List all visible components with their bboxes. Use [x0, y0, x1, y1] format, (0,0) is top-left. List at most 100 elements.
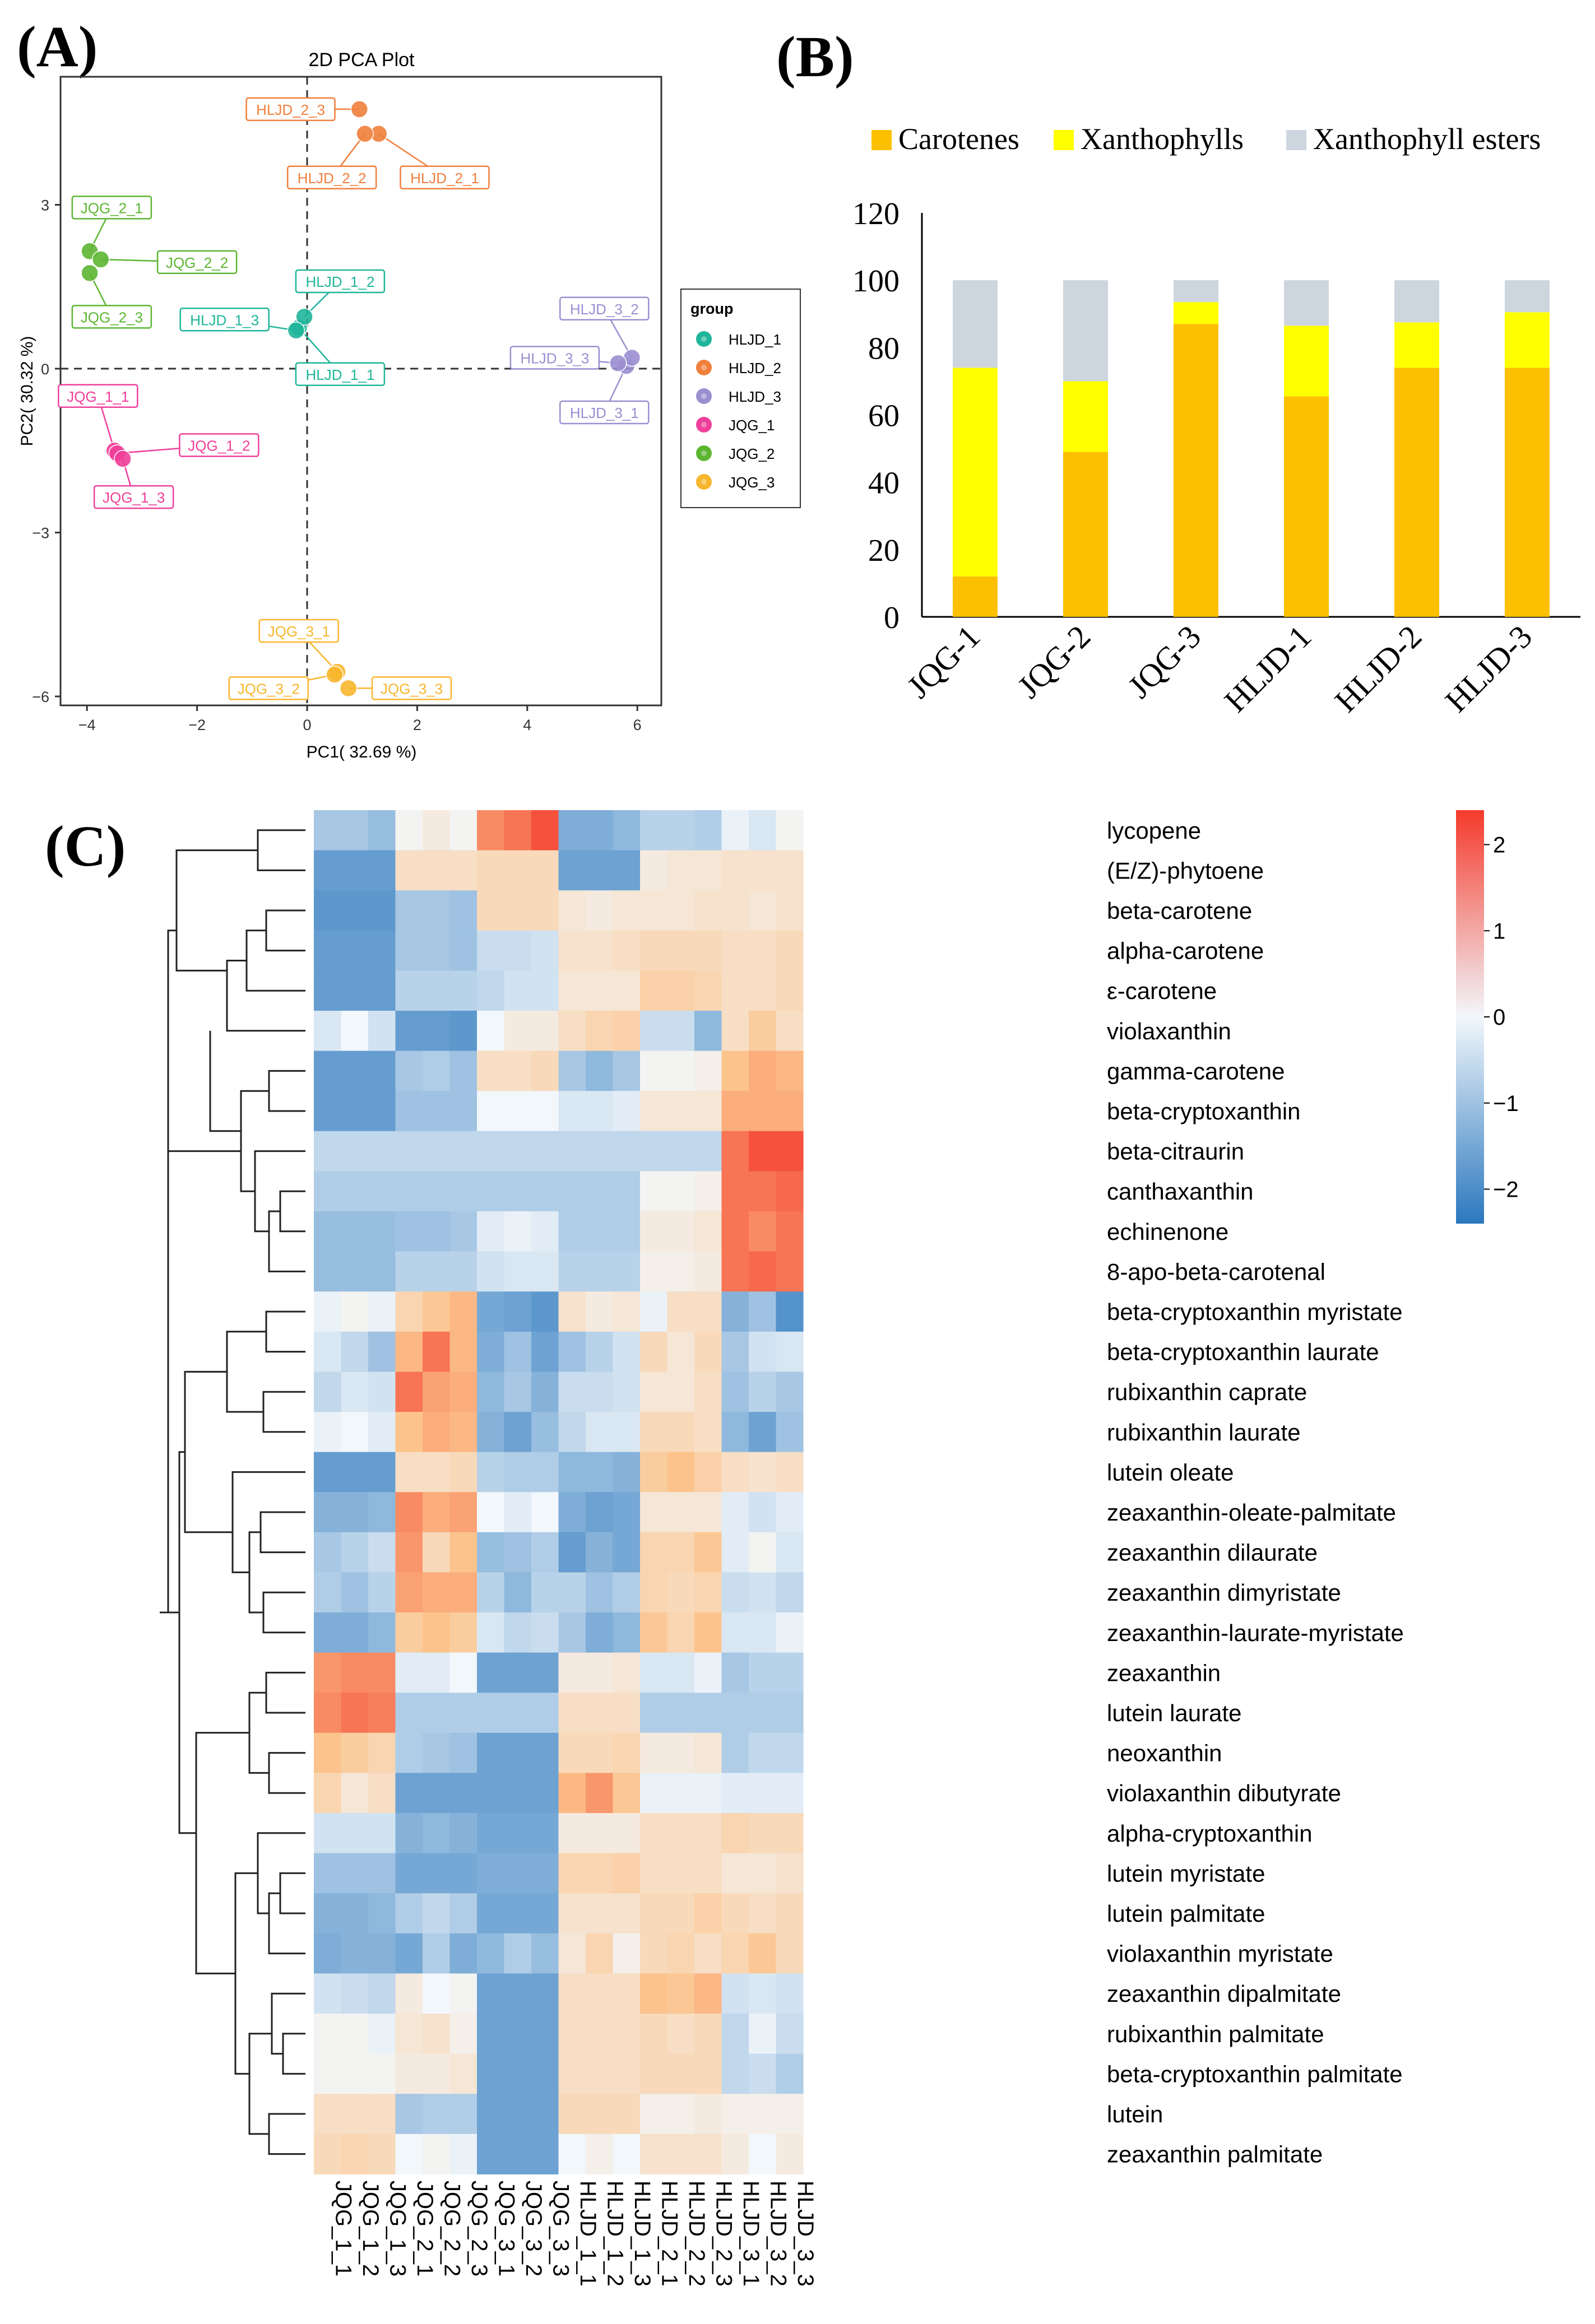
pca-point-label: HLJD_1_1	[305, 366, 374, 383]
heatmap-cell	[449, 1893, 477, 1934]
heatmap-cell	[613, 2014, 641, 2055]
pca-legend-swatch	[696, 445, 712, 461]
heatmap-cell	[694, 1973, 722, 2014]
heatmap-cell	[395, 850, 423, 891]
heatmap-cell	[640, 1251, 668, 1292]
heatmap-cell	[558, 1412, 586, 1453]
heatmap-cell	[749, 1732, 777, 1773]
heatmap-cell	[749, 1973, 777, 2014]
heatmap-cell	[749, 1693, 777, 1733]
heatmap-cell	[368, 810, 396, 851]
heatmap-cell	[667, 1412, 695, 1453]
heatmap-cell	[640, 1933, 668, 1974]
colorbar	[1456, 810, 1484, 1224]
heatmap-cell	[586, 2053, 614, 2094]
heatmap-cell	[314, 2014, 342, 2055]
heatmap-row-label: canthaxanthin	[1107, 1178, 1254, 1205]
heatmap-cell	[531, 1452, 559, 1493]
heatmap-row-label: (E/Z)-phytoene	[1107, 857, 1264, 884]
heatmap-cell	[613, 1051, 641, 1091]
heatmap-cell	[477, 1211, 505, 1252]
heatmap-cell	[395, 1893, 423, 1934]
dendrogram-branch	[262, 1591, 305, 1634]
pca-y-tick-label: 3	[41, 197, 49, 214]
heatmap-cell	[640, 1051, 668, 1091]
heatmap-cell	[477, 850, 505, 891]
heatmap-cell	[667, 2014, 695, 2055]
heatmap-cell	[531, 930, 559, 971]
heatmap-cell	[613, 1773, 641, 1814]
heatmap-cell	[395, 1492, 423, 1533]
heatmap-cell	[477, 1011, 505, 1052]
heatmap-cell	[449, 1933, 477, 1974]
heatmap-cell	[368, 1532, 396, 1573]
heatmap-cell	[423, 970, 451, 1011]
heatmap-cell	[667, 810, 695, 851]
heatmap-cell	[613, 810, 641, 851]
heatmap-cell	[640, 1973, 668, 2014]
heatmap-cell	[368, 1251, 396, 1292]
heatmap-cell	[694, 1693, 722, 1733]
heatmap-cell	[694, 1331, 722, 1372]
heatmap-cell	[721, 1853, 749, 1894]
heatmap-cell	[694, 1412, 722, 1453]
heatmap-cell	[667, 2134, 695, 2174]
heatmap-cell	[640, 1732, 668, 1773]
heatmap-cell	[749, 1251, 777, 1292]
heatmap-cell	[531, 1973, 559, 2014]
heatmap-cell	[449, 1412, 477, 1453]
bar-y-tick-label: 100	[852, 264, 899, 299]
heatmap-cell	[314, 930, 342, 971]
heatmap-cell	[504, 1412, 532, 1453]
heatmap-cell	[667, 1853, 695, 1894]
heatmap-cell	[613, 2053, 641, 2094]
heatmap-column-label: HLJD_1_1	[576, 2181, 600, 2286]
heatmap-cell	[423, 890, 451, 931]
bar-x-labels: JQG-1 JQG-2 JQG-3 HLJD-1 HLJD-2 HLJD-3	[900, 618, 1539, 719]
heatmap-cell	[586, 1452, 614, 1493]
heatmap-cell	[613, 2134, 641, 2174]
pca-y-tick-label: 0	[41, 361, 49, 378]
heatmap-cell	[721, 1452, 749, 1493]
heatmap-cell	[504, 2053, 532, 2094]
heatmap-cell	[395, 1171, 423, 1212]
heatmap-cell	[586, 1011, 614, 1052]
pca-x-axis-label: PC1( 32.69 %)	[307, 743, 417, 761]
pca-legend-label: HLJD_1	[729, 331, 781, 348]
heatmap-row-label: gamma-carotene	[1107, 1058, 1285, 1084]
heatmap-row-label: zeaxanthin dipalmitate	[1107, 1981, 1341, 2007]
pca-series-HLJD_1: HLJD_1_1 HLJD_1_2 HLJD_1_3	[179, 269, 386, 386]
heatmap-cell	[667, 1331, 695, 1372]
dendrogram-branch	[226, 1331, 266, 1413]
heatmap-cell	[640, 1291, 668, 1332]
dendrogram-branch	[268, 1070, 305, 1112]
dendrogram-branch	[195, 1732, 249, 1974]
pca-legend-swatch	[696, 360, 712, 375]
heatmap-cell	[314, 1131, 342, 1172]
heatmap-cell	[504, 810, 532, 851]
heatmap-cell	[586, 1933, 614, 1974]
heatmap-cell	[477, 1251, 505, 1292]
dendrogram-branch	[268, 2113, 305, 2155]
heatmap-column-label: JQG_3_3	[548, 2181, 573, 2276]
heatmap-cell	[749, 1893, 777, 1934]
heatmap-cell	[721, 1532, 749, 1573]
heatmap-cell	[449, 890, 477, 931]
heatmap-cell	[749, 1211, 777, 1252]
heatmap-cell	[776, 2053, 804, 2094]
heatmap-cell	[395, 1412, 423, 1453]
heatmap-cell	[395, 1933, 423, 1974]
pca-point-label-box	[258, 619, 340, 643]
heatmap-cell	[314, 1893, 342, 1934]
heatmap-cell	[423, 850, 451, 891]
heatmap-cell	[694, 850, 722, 891]
heatmap-cell	[531, 1492, 559, 1533]
heatmap-cell	[395, 1211, 423, 1252]
heatmap-cell	[586, 1773, 614, 1814]
heatmap-cell	[558, 1893, 586, 1934]
bar-segment-xanthophylls	[1174, 302, 1218, 324]
heatmap-cell	[558, 2014, 586, 2055]
heatmap-cell	[721, 1291, 749, 1332]
bar-segment-xanthophyll-esters	[1284, 280, 1329, 326]
heatmap-cell	[504, 1372, 532, 1412]
